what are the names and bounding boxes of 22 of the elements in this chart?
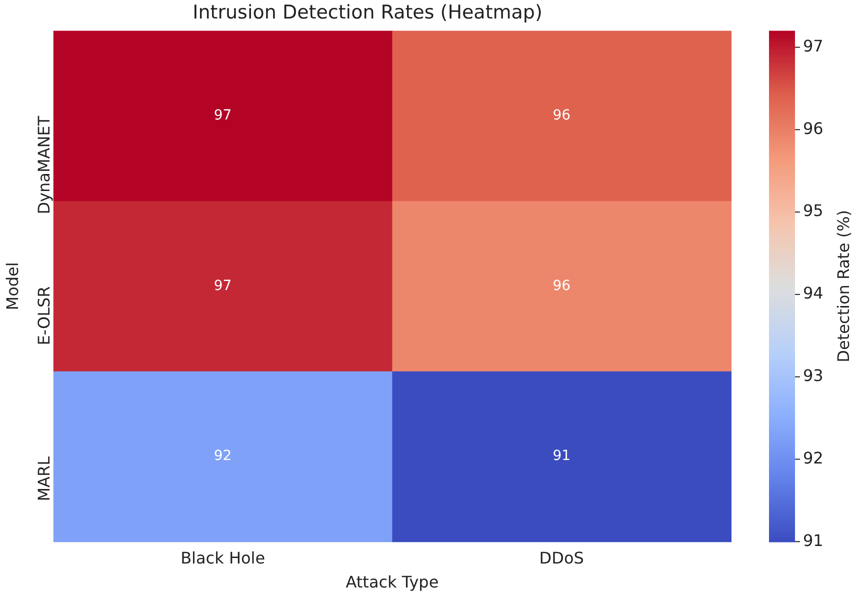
- color-bar-title: Detection Rate (%): [834, 210, 854, 362]
- data-label: 96: [552, 108, 571, 124]
- x-tick-label: Black Hole: [180, 548, 266, 568]
- chart-title: Intrusion Detection Rates (Heatmap): [192, 1, 542, 24]
- color-bar-label: 97: [803, 36, 824, 56]
- data-label: 92: [214, 448, 232, 464]
- color-bar-label: 92: [803, 448, 824, 468]
- x-axis-title: Attack Type: [346, 572, 439, 592]
- color-bar-label: 91: [803, 530, 824, 550]
- data-label: 97: [214, 108, 232, 124]
- color-bar-label: 94: [803, 284, 824, 303]
- y-tick-label: E-OLSR: [34, 286, 54, 346]
- data-label: 97: [214, 278, 232, 294]
- color-bar-label: 96: [803, 118, 824, 138]
- y-axis-title: Model: [2, 262, 22, 310]
- data-label: 91: [552, 448, 571, 464]
- y-tick-label: MARL: [34, 456, 54, 502]
- x-tick-label: DDoS: [539, 548, 584, 568]
- color-bar-label: 95: [803, 201, 824, 220]
- data-label: 96: [552, 278, 571, 294]
- y-tick-label: DynaMANET: [34, 116, 54, 214]
- color-bar-label: 93: [803, 366, 824, 385]
